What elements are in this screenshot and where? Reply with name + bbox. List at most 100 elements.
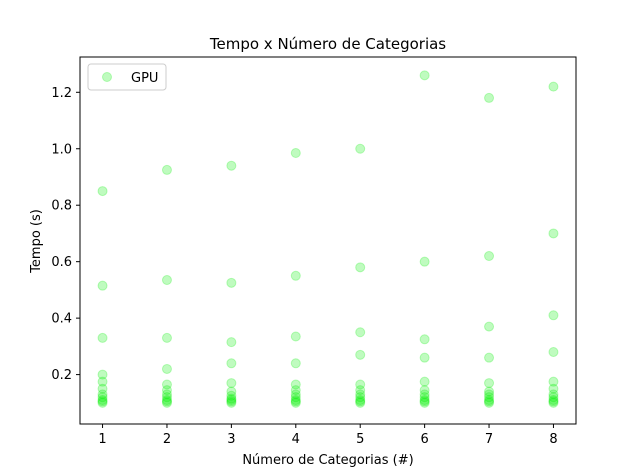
- data-point: [548, 228, 559, 239]
- y-tick-label: 0.6: [51, 255, 72, 270]
- x-axis-label: Número de Categorias (#): [242, 453, 413, 468]
- data-point: [97, 392, 108, 403]
- data-point: [484, 352, 495, 363]
- data-point: [226, 393, 237, 404]
- data-point: [97, 280, 108, 291]
- data-point: [226, 397, 237, 408]
- data-point: [290, 389, 301, 400]
- data-point: [97, 395, 108, 406]
- data-point: [484, 251, 495, 262]
- data-point: [419, 385, 430, 396]
- data-point: [161, 164, 172, 175]
- data-point: [161, 385, 172, 396]
- axis-ticks-group: 1 2 3 4 5 6 7 8 0.2 0.4 0.6 0.8 1.0 1.2: [51, 86, 557, 447]
- data-point: [290, 397, 301, 408]
- plot-area-frame: [79, 56, 577, 425]
- x-tick-label: 5: [356, 432, 364, 447]
- data-point: [484, 397, 495, 408]
- data-point: [355, 379, 366, 390]
- data-point: [484, 378, 495, 389]
- data-point: [355, 262, 366, 273]
- data-point: [161, 395, 172, 406]
- data-point: [226, 386, 237, 397]
- data-point: [548, 310, 559, 321]
- data-point: [226, 160, 237, 171]
- data-point: [419, 256, 430, 267]
- data-point: [97, 396, 108, 407]
- y-tick-label: 0.4: [51, 312, 72, 327]
- data-point: [419, 70, 430, 81]
- data-point: [97, 369, 108, 380]
- data-point: [419, 334, 430, 345]
- data-points-group: [97, 70, 559, 408]
- y-axis-label: Tempo (s): [29, 209, 44, 274]
- x-tick-label: 6: [420, 432, 428, 447]
- data-point: [290, 270, 301, 281]
- data-point: [161, 332, 172, 343]
- data-point: [226, 277, 237, 288]
- data-point: [226, 378, 237, 389]
- data-point: [355, 385, 366, 396]
- data-point: [548, 389, 559, 400]
- data-point: [484, 386, 495, 397]
- data-point: [419, 352, 430, 363]
- data-point: [226, 390, 237, 401]
- data-point: [355, 143, 366, 154]
- legend-marker-gpu: [102, 72, 112, 82]
- x-tick-label: 4: [292, 432, 300, 447]
- data-point: [290, 385, 301, 396]
- x-tick-label: 1: [98, 432, 106, 447]
- x-tick-label: 7: [485, 432, 493, 447]
- data-point: [548, 397, 559, 408]
- data-point: [548, 396, 559, 407]
- y-tick-label: 1.0: [51, 142, 72, 157]
- data-point: [484, 396, 495, 407]
- data-point: [484, 321, 495, 332]
- legend-label-gpu: GPU: [131, 71, 158, 86]
- data-point: [161, 396, 172, 407]
- data-point: [419, 396, 430, 407]
- data-point: [161, 363, 172, 374]
- data-point: [419, 376, 430, 387]
- data-point: [97, 389, 108, 400]
- data-point: [290, 395, 301, 406]
- data-point: [290, 379, 301, 390]
- data-point: [290, 331, 301, 342]
- data-point: [290, 392, 301, 403]
- data-point: [484, 395, 495, 406]
- data-point: [355, 397, 366, 408]
- data-point: [419, 397, 430, 408]
- data-point: [484, 92, 495, 103]
- data-point: [290, 147, 301, 158]
- data-point: [97, 383, 108, 394]
- data-point: [355, 396, 366, 407]
- data-point: [548, 395, 559, 406]
- data-point: [226, 337, 237, 348]
- data-point: [161, 392, 172, 403]
- data-point: [419, 392, 430, 403]
- legend: GPU: [87, 63, 167, 91]
- data-point: [97, 397, 108, 408]
- data-point: [161, 389, 172, 400]
- data-point: [290, 358, 301, 369]
- data-point: [548, 347, 559, 358]
- data-point: [484, 389, 495, 400]
- data-point: [548, 383, 559, 394]
- x-tick-label: 3: [227, 432, 235, 447]
- data-point: [161, 379, 172, 390]
- data-point: [97, 332, 108, 343]
- data-point: [484, 392, 495, 403]
- legend-frame: [87, 63, 167, 91]
- data-point: [419, 389, 430, 400]
- data-point: [226, 358, 237, 369]
- data-point: [161, 275, 172, 286]
- data-point: [226, 396, 237, 407]
- y-tick-label: 1.2: [51, 86, 72, 101]
- data-point: [161, 397, 172, 408]
- data-point: [548, 376, 559, 387]
- y-tick-label: 0.8: [51, 199, 72, 214]
- x-tick-label: 8: [549, 432, 557, 447]
- data-point: [97, 376, 108, 387]
- data-point: [548, 81, 559, 92]
